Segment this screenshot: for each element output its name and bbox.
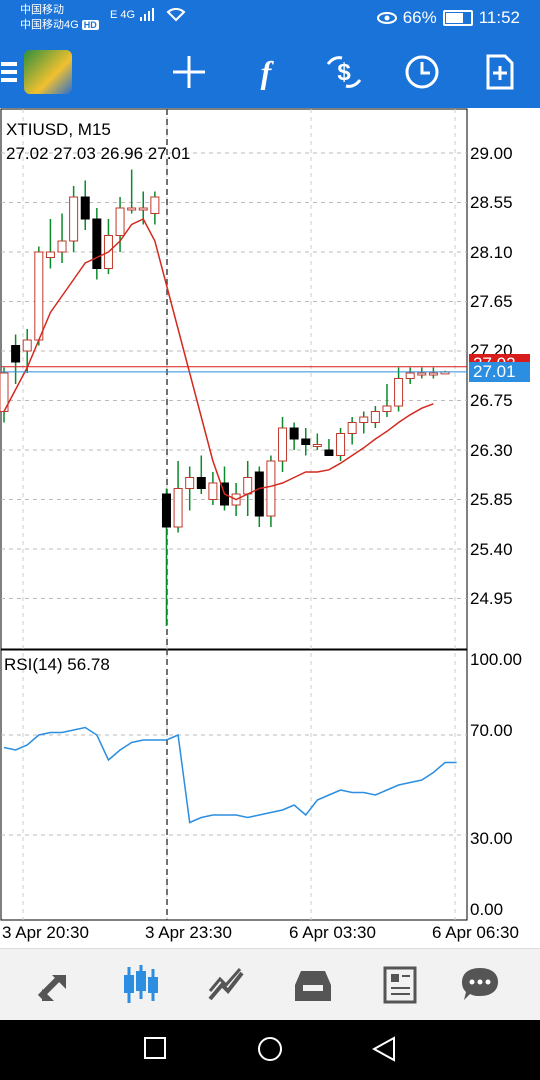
battery-percent: 66% <box>402 8 437 27</box>
candle-body <box>370 411 380 423</box>
app-logo[interactable] <box>24 50 72 94</box>
candle-body <box>347 422 357 434</box>
candle-body <box>417 372 427 376</box>
quotes-icon[interactable] <box>34 963 78 1007</box>
news-icon[interactable] <box>377 963 421 1007</box>
battery-icon <box>442 10 473 26</box>
trade-icon[interactable]: $ <box>322 50 366 94</box>
new-chart-icon[interactable] <box>478 50 522 94</box>
candle-body <box>428 372 438 376</box>
back-icon[interactable] <box>371 1036 396 1067</box>
candle-body <box>336 433 346 456</box>
carrier-line-1: 中国移动 <box>20 4 64 16</box>
candle-body <box>301 438 311 445</box>
chart-icon[interactable] <box>119 963 163 1007</box>
price-tick: 26.30 <box>470 441 513 460</box>
home-icon[interactable] <box>257 1036 283 1067</box>
bottom-nav <box>0 948 540 1021</box>
time-tick: 6 Apr 06:30 <box>432 923 519 942</box>
clock-icon[interactable] <box>400 50 444 94</box>
candle-body <box>359 416 369 423</box>
wifi-signal-icon <box>140 8 186 22</box>
candle-body <box>45 251 55 258</box>
candle-body <box>405 372 415 379</box>
status-bar: 中国移动 中国移动4G HD E 4G 66% 11:52 <box>0 0 540 36</box>
eye-icon <box>376 12 397 24</box>
price-tick: 28.55 <box>470 193 513 212</box>
candle-body <box>266 460 276 517</box>
candle-body <box>57 240 67 253</box>
rsi-label: RSI(14) 56.78 <box>4 655 110 674</box>
menu-icon[interactable] <box>0 50 34 94</box>
candle-body <box>254 471 264 517</box>
candle-body <box>394 378 404 407</box>
svg-text:$: $ <box>337 59 351 86</box>
chart-area[interactable]: XTIUSD, M15 27.02 27.03 26.96 27.01 RSI(… <box>0 108 540 948</box>
rsi-line <box>3 726 457 824</box>
rsi-tick: 70.00 <box>470 721 513 740</box>
candle-body <box>196 477 206 489</box>
history-icon[interactable] <box>291 963 335 1007</box>
candle-body <box>382 405 392 412</box>
price-tick: 24.95 <box>470 589 513 608</box>
candle-body <box>22 339 32 352</box>
chat-icon[interactable] <box>458 963 502 1007</box>
top-toolbar: f $ <box>0 36 540 108</box>
time-tick: 6 Apr 03:30 <box>289 923 376 942</box>
price-tick: 25.85 <box>470 490 513 509</box>
current-price-tag: 27.01 <box>469 362 530 382</box>
time-tick: 3 Apr 23:30 <box>145 923 232 942</box>
status-right: 66% 11:52 <box>376 8 520 28</box>
hd-badge: HD <box>81 20 99 30</box>
ohlc-values: 27.02 27.03 26.96 27.01 <box>6 144 191 163</box>
candle-body <box>92 218 102 269</box>
candle-body <box>138 207 148 211</box>
candle-body <box>150 196 160 214</box>
time-tick: 3 Apr 20:30 <box>2 923 89 942</box>
signal-icons: E 4G <box>110 8 198 22</box>
carrier-info: 中国移动 中国移动4G HD <box>20 3 99 33</box>
signal-label: E 4G <box>110 8 136 21</box>
price-tick: 29.00 <box>470 144 513 163</box>
price-tick: 25.40 <box>470 540 513 559</box>
candle-body <box>11 345 21 363</box>
moving-average-line <box>3 218 434 501</box>
candle-body <box>185 477 195 489</box>
candle-body <box>173 488 183 528</box>
candle-body <box>324 449 334 456</box>
candle-body <box>0 372 9 412</box>
candle-body <box>127 207 137 211</box>
candle-body <box>208 482 218 500</box>
candle-body <box>34 251 44 341</box>
clock-time: 11:52 <box>478 8 520 27</box>
trade-icon[interactable] <box>204 963 248 1007</box>
rsi-pane-frame <box>0 649 468 921</box>
candle-body <box>312 444 322 447</box>
price-tick: 27.65 <box>470 292 513 311</box>
candle-body <box>278 427 288 462</box>
carrier-line-2: 中国移动4G <box>20 19 79 31</box>
candle-body <box>243 477 253 495</box>
system-nav-bar <box>0 1020 540 1080</box>
crosshair-icon[interactable] <box>167 50 211 94</box>
rsi-tick: 100.00 <box>470 650 522 669</box>
price-tick: 26.75 <box>470 391 513 410</box>
symbol-title: XTIUSD, M15 <box>6 120 111 139</box>
candle-body <box>115 207 125 236</box>
price-tick: 28.10 <box>470 243 513 262</box>
rsi-tick: 30.00 <box>470 829 513 848</box>
candle-body <box>289 427 299 440</box>
candle-body <box>161 493 171 528</box>
candle-body <box>80 196 90 220</box>
recents-icon[interactable] <box>143 1036 167 1065</box>
rsi-tick: 0.00 <box>470 900 504 919</box>
function-icon[interactable]: f <box>260 53 272 90</box>
candle-body <box>69 196 79 242</box>
chart-svg[interactable] <box>0 108 540 948</box>
